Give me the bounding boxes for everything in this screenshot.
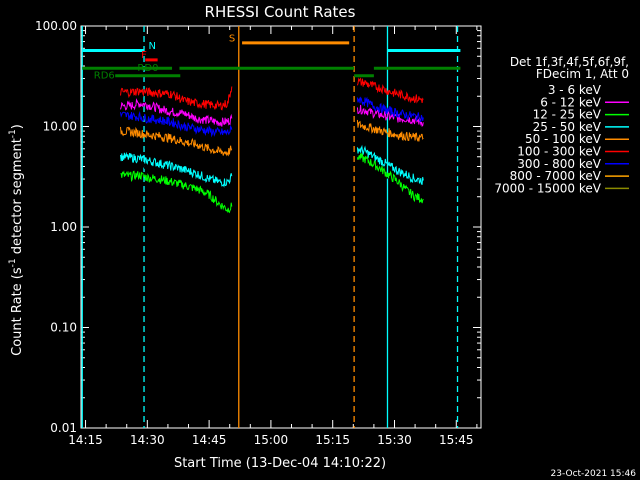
series-line xyxy=(356,152,424,214)
x-tick-label: 14:30 xyxy=(130,433,165,447)
flag-label: RD0 xyxy=(137,63,158,74)
legend-label: 7000 - 15000 keV xyxy=(494,181,601,195)
plot-frame xyxy=(80,25,482,429)
series-line xyxy=(356,119,424,142)
series-line xyxy=(120,110,233,138)
x-tick-label: 15:00 xyxy=(254,433,289,447)
y-tick-label: 1.00 xyxy=(50,220,77,234)
x-tick-label: 14:15 xyxy=(68,433,103,447)
vertical-markers xyxy=(81,26,459,428)
flag-label: RD6 xyxy=(94,71,115,82)
legend: Det 1f,3f,4f,5f,6f,9f, FDecim 1, Att 0 3… xyxy=(494,55,629,195)
series-line xyxy=(356,104,424,127)
legend-header-line-1: Det 1f,3f,4f,5f,6f,9f, xyxy=(510,55,629,69)
series-line xyxy=(356,77,424,104)
legend-label: 800 - 7000 keV xyxy=(510,169,602,183)
x-tick-label: 15:30 xyxy=(377,433,412,447)
y-axis-label: Count Rate (s-1 detector segment-1) xyxy=(8,124,25,356)
legend-label: 12 - 25 keV xyxy=(533,108,602,122)
flag-label: F xyxy=(141,50,147,61)
series-line xyxy=(120,86,233,111)
y-axis-label-end: ) xyxy=(10,124,25,129)
y-axis-label-tail: detector segment xyxy=(10,138,25,258)
series-line xyxy=(356,96,424,123)
legend-header-line-2: FDecim 1, Att 0 xyxy=(536,67,629,81)
y-tick-label: 100.00 xyxy=(35,19,77,33)
y-tick-label: 0.10 xyxy=(50,321,77,335)
y-tick-label: 0.01 xyxy=(50,421,77,435)
legend-label: 3 - 6 keV xyxy=(548,83,602,97)
y-axis: 0.01 0.10 1.00 10.00 100.00 xyxy=(35,19,481,435)
x-axis-label: Start Time (13-Dec-04 14:10:22) xyxy=(174,456,386,471)
legend-label: 6 - 12 keV xyxy=(540,95,602,109)
chart-title: RHESSI Count Rates xyxy=(205,3,356,21)
legend-label: 100 - 300 keV xyxy=(517,145,601,159)
y-axis-label-main: Count Rate (s xyxy=(10,267,25,356)
x-tick-label: 15:15 xyxy=(315,433,350,447)
series-line xyxy=(120,98,233,127)
flag-label: N xyxy=(149,41,156,52)
y-tick-label: 10.00 xyxy=(43,120,77,134)
y-axis-label-sup: -1 xyxy=(8,258,18,267)
series-line xyxy=(120,158,233,196)
series-line xyxy=(356,152,424,204)
flag-label: S xyxy=(229,34,235,45)
series-lines xyxy=(120,77,424,214)
flag-bars: NNFRD0RD6S xyxy=(0,0,461,82)
x-tick-label: 14:45 xyxy=(192,433,227,447)
footer-timestamp: 23-Oct-2021 15:46 xyxy=(551,469,637,479)
y-axis-label-sup2: -1 xyxy=(8,129,18,138)
legend-label: 300 - 800 keV xyxy=(517,157,601,171)
series-line xyxy=(356,144,424,186)
legend-label: 25 - 50 keV xyxy=(533,120,602,134)
series-line xyxy=(120,151,233,188)
legend-label: 50 - 100 keV xyxy=(525,132,602,146)
x-axis: 14:15 14:30 14:45 15:00 15:15 15:30 15:45 xyxy=(68,26,478,447)
series-line xyxy=(120,126,233,157)
flag-label: N xyxy=(0,0,7,3)
x-tick-label: 15:45 xyxy=(439,433,474,447)
series-line xyxy=(120,170,233,214)
